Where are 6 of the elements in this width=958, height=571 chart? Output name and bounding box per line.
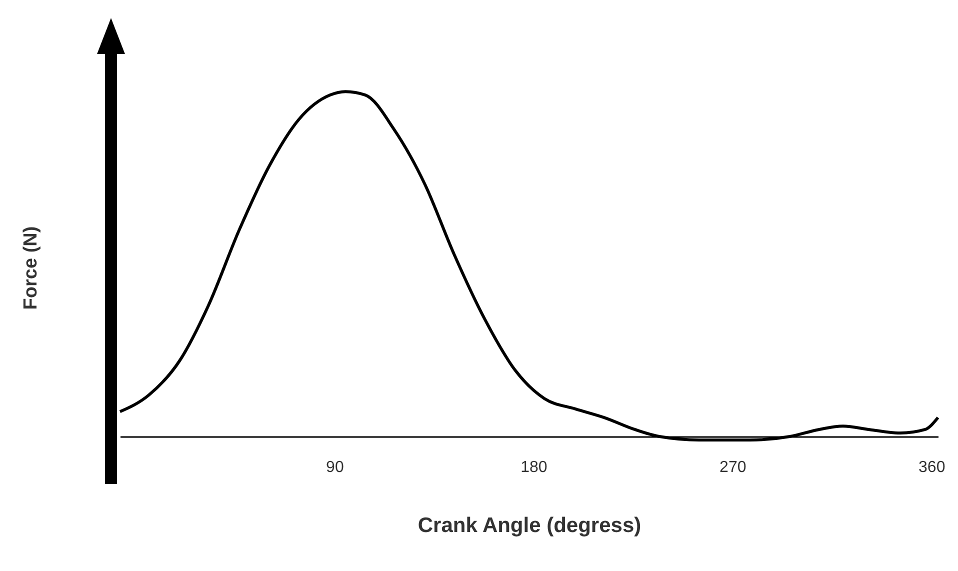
x-tick-label: 180 <box>520 459 548 476</box>
x-tick-label: 360 <box>918 459 946 476</box>
x-axis-title: Crank Angle (degress) <box>418 514 642 537</box>
x-tick-label: 270 <box>720 459 746 476</box>
y-axis-title: Force (N) <box>20 226 42 310</box>
x-tick-label: 90 <box>326 459 344 476</box>
